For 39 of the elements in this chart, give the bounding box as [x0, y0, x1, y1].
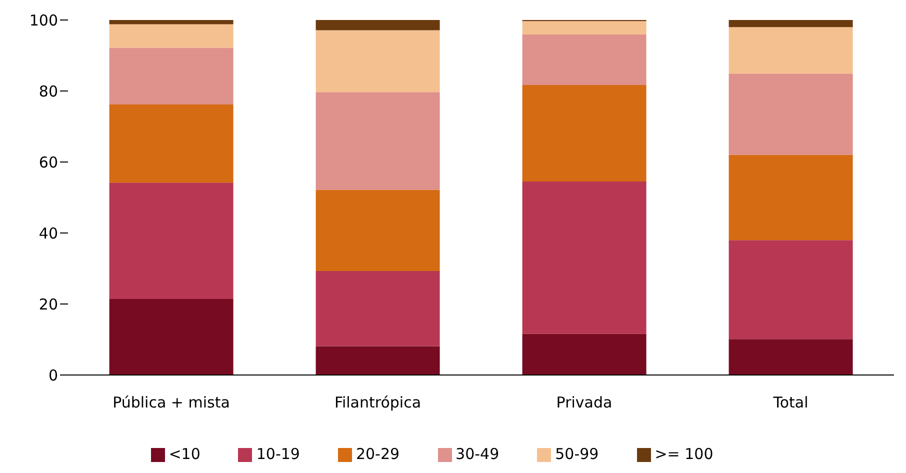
bar: [522, 21, 646, 35]
legend-label: 20-29: [356, 445, 400, 463]
y-tick-label: 20: [38, 295, 58, 314]
bar: [109, 24, 234, 48]
bar: [728, 74, 853, 155]
bar: [728, 339, 853, 375]
x-tick-label: Pública + mista: [112, 394, 230, 412]
x-tick-label: Total: [772, 394, 808, 412]
x-tick-label: Privada: [556, 394, 612, 412]
bar: [728, 27, 853, 74]
y-tick-label: 100: [29, 11, 58, 30]
bar: [316, 30, 440, 92]
legend-label: >= 100: [654, 445, 714, 463]
bar: [522, 334, 646, 375]
bar: [109, 182, 234, 300]
y-tick-label: 80: [38, 82, 58, 100]
bar: [522, 34, 646, 85]
bar: [728, 240, 853, 340]
bar: [109, 48, 234, 104]
legend-label: <10: [168, 445, 200, 463]
bar: [522, 84, 646, 182]
bar: [109, 104, 234, 183]
x-tick-label: Filantrópica: [334, 394, 422, 412]
bar: [316, 20, 440, 30]
bar: [316, 346, 440, 375]
bar: [316, 190, 440, 271]
bar: [316, 92, 440, 190]
y-tick-label: 0: [48, 366, 58, 384]
bar: [109, 299, 234, 375]
legend-label: 10-19: [256, 445, 300, 463]
bar: [728, 20, 853, 28]
bar: [109, 20, 234, 24]
y-tick-label: 40: [38, 224, 58, 242]
legend-label: 30-49: [456, 445, 500, 463]
legend-label: 50-99: [555, 445, 599, 463]
bar: [522, 182, 646, 334]
bar: [728, 154, 853, 240]
bar: [316, 270, 440, 346]
y-tick-label: 60: [38, 153, 58, 172]
